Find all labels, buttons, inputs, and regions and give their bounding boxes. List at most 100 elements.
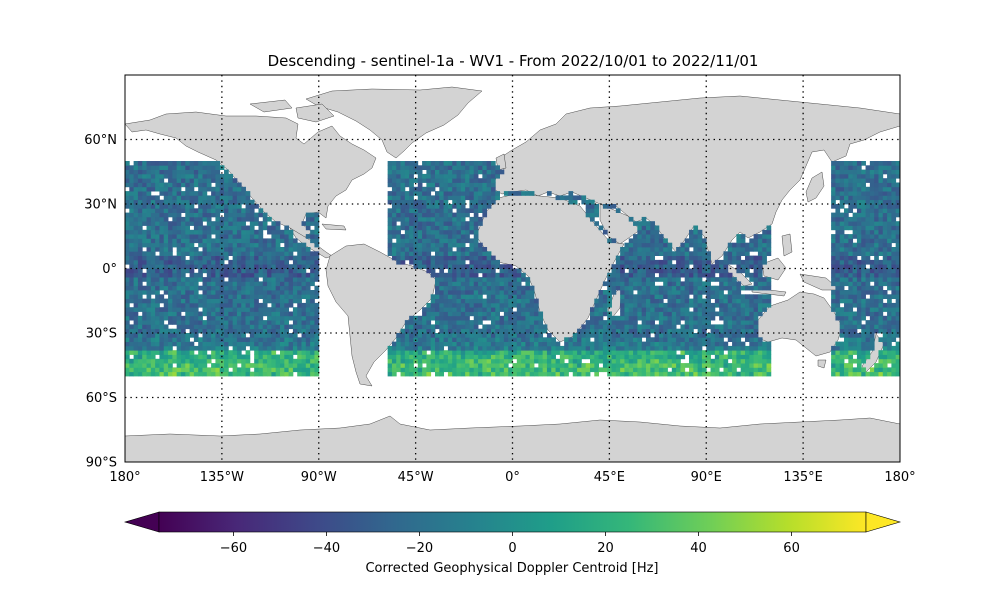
heatmap-cell (129, 229, 135, 235)
heatmap-cell (534, 345, 539, 351)
heatmap-cell (516, 354, 522, 360)
heatmap-cell (413, 371, 419, 377)
heatmap-cell (486, 182, 492, 188)
heatmap-cell (594, 298, 600, 304)
heatmap-cell (254, 247, 259, 252)
heatmap-cell (310, 341, 315, 347)
heatmap-cell (663, 294, 668, 299)
heatmap-cell (478, 371, 483, 377)
heatmap-cell (254, 272, 259, 278)
heatmap-cell (856, 281, 862, 287)
heatmap-cell (856, 216, 862, 222)
heatmap-cell (129, 255, 135, 261)
heatmap-cell (460, 259, 466, 265)
heatmap-cell (426, 251, 432, 256)
heatmap-cell (150, 315, 156, 321)
heatmap-cell (525, 350, 531, 355)
heatmap-cell (525, 341, 531, 347)
heatmap-cell (400, 204, 406, 209)
heatmap-cell (736, 251, 742, 256)
heatmap-cell (628, 255, 634, 261)
heatmap-cell (856, 221, 862, 226)
heatmap-cell (435, 251, 440, 256)
heatmap-cell (645, 333, 651, 338)
heatmap-cell (387, 345, 393, 351)
heatmap-cell (125, 225, 130, 231)
heatmap-cell (426, 216, 432, 222)
heatmap-cell (460, 363, 466, 368)
heatmap-cell (869, 277, 875, 282)
heatmap-cell (831, 186, 836, 192)
heatmap-cell (856, 298, 862, 304)
heatmap-cell (267, 264, 272, 269)
heatmap-cell (150, 186, 156, 192)
heatmap-cell (637, 307, 643, 312)
heatmap-cell (727, 307, 733, 312)
heatmap-cell (215, 169, 221, 175)
heatmap-cell (684, 371, 690, 377)
heatmap-cell (848, 328, 854, 334)
heatmap-cell (495, 173, 500, 179)
heatmap-cell (542, 371, 548, 377)
heatmap-cell (478, 221, 483, 226)
heatmap-cell (594, 307, 600, 312)
heatmap-cell (280, 358, 285, 364)
heatmap-cell (133, 371, 139, 377)
heatmap-cell (633, 341, 638, 347)
heatmap-cell (650, 242, 655, 248)
heatmap-cell (714, 371, 720, 377)
heatmap-cell (447, 195, 453, 201)
heatmap-cell (189, 199, 195, 205)
heatmap-cell (275, 320, 281, 325)
heatmap-cell (757, 363, 763, 368)
heatmap-cell (400, 350, 406, 355)
heatmap-cell (241, 302, 246, 308)
heatmap-cell (490, 354, 496, 360)
heatmap-cell (835, 371, 841, 377)
heatmap-cell (267, 311, 272, 317)
heatmap-cell (856, 358, 862, 364)
heatmap-cell (835, 358, 841, 364)
heatmap-cell (732, 247, 737, 252)
heatmap-cell (650, 298, 655, 304)
heatmap-cell (594, 320, 600, 325)
heatmap-cell (620, 290, 625, 295)
heatmap-cell (465, 285, 470, 291)
heatmap-cell (430, 182, 436, 188)
heatmap-cell (706, 290, 711, 295)
heatmap-cell (852, 328, 858, 334)
heatmap-cell (133, 367, 139, 373)
heatmap-cell (645, 251, 651, 256)
heatmap-cell (305, 212, 311, 218)
heatmap-cell (478, 277, 483, 282)
heatmap-cell (555, 358, 561, 364)
heatmap-cell (297, 264, 302, 269)
heatmap-cell (439, 247, 445, 252)
heatmap-cell (413, 320, 419, 325)
heatmap-cell (633, 281, 638, 287)
heatmap-cell (249, 199, 255, 205)
heatmap-cell (714, 285, 720, 291)
heatmap-cell (611, 354, 617, 360)
heatmap-cell (727, 328, 733, 334)
heatmap-cell (267, 238, 272, 244)
heatmap-cell (680, 268, 686, 274)
heatmap-cell (538, 358, 544, 364)
heatmap-cell (292, 242, 298, 248)
heatmap-cell (435, 169, 440, 175)
heatmap-cell (874, 247, 879, 252)
heatmap-cell (559, 363, 565, 368)
heatmap-cell (211, 165, 216, 170)
heatmap-cell (697, 264, 703, 269)
heatmap-cell (486, 268, 492, 274)
heatmap-cell (490, 178, 496, 183)
heatmap-cell (508, 354, 513, 360)
heatmap-cell (198, 367, 203, 373)
heatmap-cell (137, 281, 143, 287)
heatmap-cell (176, 324, 182, 330)
heatmap-cell (650, 345, 655, 351)
heatmap-cell (719, 302, 724, 308)
heatmap-cell (288, 333, 294, 338)
heatmap-cell (137, 320, 143, 325)
heatmap-cell (271, 315, 277, 321)
